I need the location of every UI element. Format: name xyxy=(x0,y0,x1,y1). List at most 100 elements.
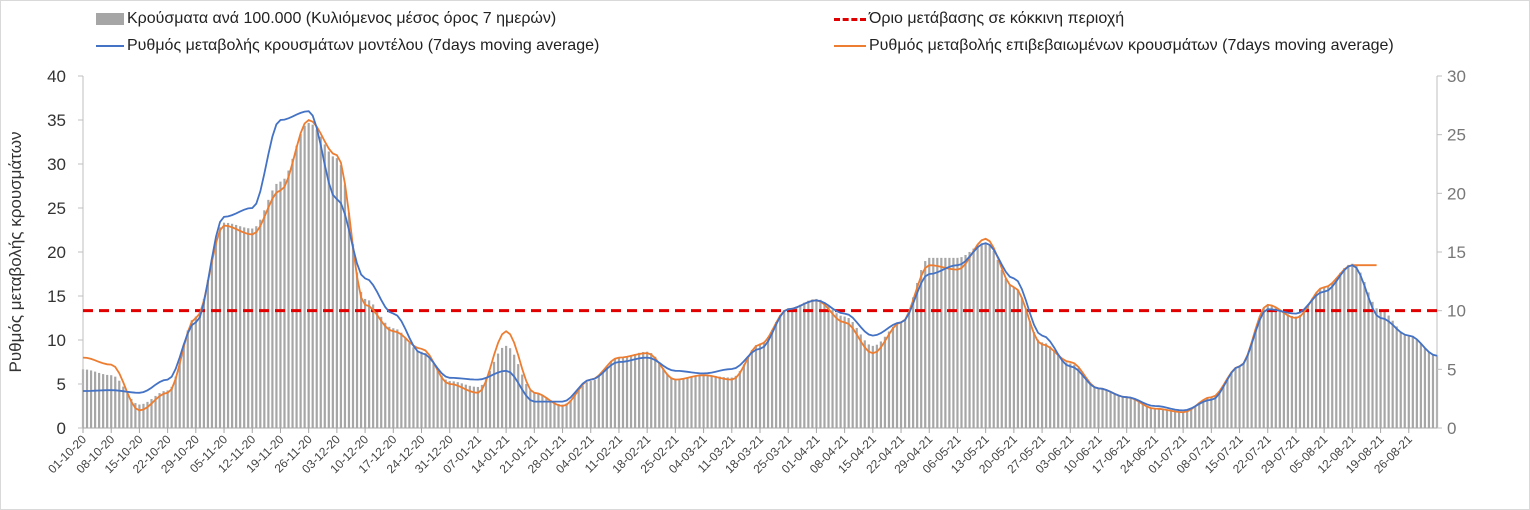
bar xyxy=(678,378,681,428)
bar xyxy=(1222,385,1225,428)
bar xyxy=(1028,320,1032,428)
bar xyxy=(218,227,222,428)
bar xyxy=(903,319,907,428)
bar xyxy=(1310,298,1314,428)
bar xyxy=(1323,287,1326,428)
bar xyxy=(1246,355,1249,428)
bar xyxy=(1315,292,1318,428)
bar xyxy=(642,352,645,428)
bar xyxy=(1145,406,1148,428)
bar xyxy=(460,383,463,428)
bar xyxy=(968,251,971,428)
bar xyxy=(1105,389,1108,428)
bar xyxy=(835,313,838,428)
bar xyxy=(468,385,471,428)
bar xyxy=(1371,301,1374,428)
bar xyxy=(372,304,375,428)
bar xyxy=(118,380,121,428)
bar xyxy=(1085,378,1088,428)
bar xyxy=(287,170,290,428)
bar xyxy=(726,377,729,428)
bar xyxy=(839,315,842,428)
y-left-tick-label: 20 xyxy=(47,243,66,262)
bar xyxy=(210,259,214,428)
bar xyxy=(807,300,810,428)
bar xyxy=(581,385,584,428)
legend-label-confirmed: Ρυθμός μεταβολής επιβεβαιωμένων κρουσμάτ… xyxy=(869,37,1394,54)
bar xyxy=(1286,314,1289,428)
bar xyxy=(1073,364,1076,428)
bar xyxy=(134,403,137,428)
bar xyxy=(299,133,302,428)
bar xyxy=(674,378,677,428)
legend-swatch-threshold xyxy=(834,17,866,21)
y-right-tick-label: 30 xyxy=(1447,67,1466,86)
bar xyxy=(867,344,870,428)
bar xyxy=(1186,410,1189,428)
bar xyxy=(231,223,234,428)
bar xyxy=(775,322,778,428)
bar xyxy=(1024,308,1028,428)
bar xyxy=(1202,400,1205,428)
bar xyxy=(1335,278,1338,428)
bar xyxy=(964,254,967,428)
bar xyxy=(89,370,93,428)
bar xyxy=(392,328,395,428)
bar xyxy=(972,248,975,428)
bar xyxy=(1040,342,1044,428)
bar xyxy=(654,356,657,428)
bar xyxy=(1282,311,1285,428)
bar xyxy=(1399,331,1402,428)
bar xyxy=(1210,397,1213,428)
bar xyxy=(851,322,854,428)
bar xyxy=(214,240,218,428)
bar xyxy=(355,272,359,428)
bar xyxy=(464,384,467,428)
bar xyxy=(1238,366,1241,428)
bar xyxy=(335,158,338,428)
bar xyxy=(380,316,383,428)
bar xyxy=(533,392,536,428)
bar xyxy=(388,326,391,428)
bar xyxy=(452,381,455,428)
bar xyxy=(1290,315,1294,428)
bar xyxy=(1190,408,1193,428)
bar xyxy=(1355,266,1358,428)
bar xyxy=(122,386,125,428)
bar xyxy=(948,257,951,428)
bar xyxy=(1057,355,1060,428)
bar xyxy=(448,381,451,428)
bar xyxy=(1331,282,1334,428)
bar xyxy=(93,371,97,428)
bar xyxy=(871,345,874,428)
bar xyxy=(601,371,604,428)
bar xyxy=(1395,326,1398,428)
y-right-tick-label: 5 xyxy=(1447,360,1456,379)
bar xyxy=(940,257,943,428)
bar xyxy=(956,257,959,428)
bar xyxy=(670,377,673,428)
bar xyxy=(359,291,363,428)
bar xyxy=(883,336,887,428)
bar xyxy=(1427,351,1431,428)
bar xyxy=(710,375,713,428)
bar xyxy=(307,122,310,428)
bar xyxy=(791,307,794,428)
bar xyxy=(843,316,846,428)
bar xyxy=(1129,398,1132,428)
bar xyxy=(174,376,177,428)
bar xyxy=(271,190,274,428)
bar xyxy=(416,350,419,428)
bar xyxy=(1278,309,1281,428)
bar xyxy=(1415,340,1418,428)
bar xyxy=(908,310,911,428)
bar xyxy=(1032,331,1036,428)
bar xyxy=(762,341,766,428)
legend-label-threshold: Όριο μετάβασης σε κόκκινη περιοχή xyxy=(869,10,1125,27)
y-right-tick-label: 25 xyxy=(1447,126,1466,145)
bar xyxy=(476,386,480,428)
bar xyxy=(1391,320,1394,428)
bar xyxy=(279,181,282,428)
legend-label-model: Ρυθμός μεταβολής κρουσμάτων μοντέλου (7d… xyxy=(127,37,600,54)
bar xyxy=(577,390,580,428)
